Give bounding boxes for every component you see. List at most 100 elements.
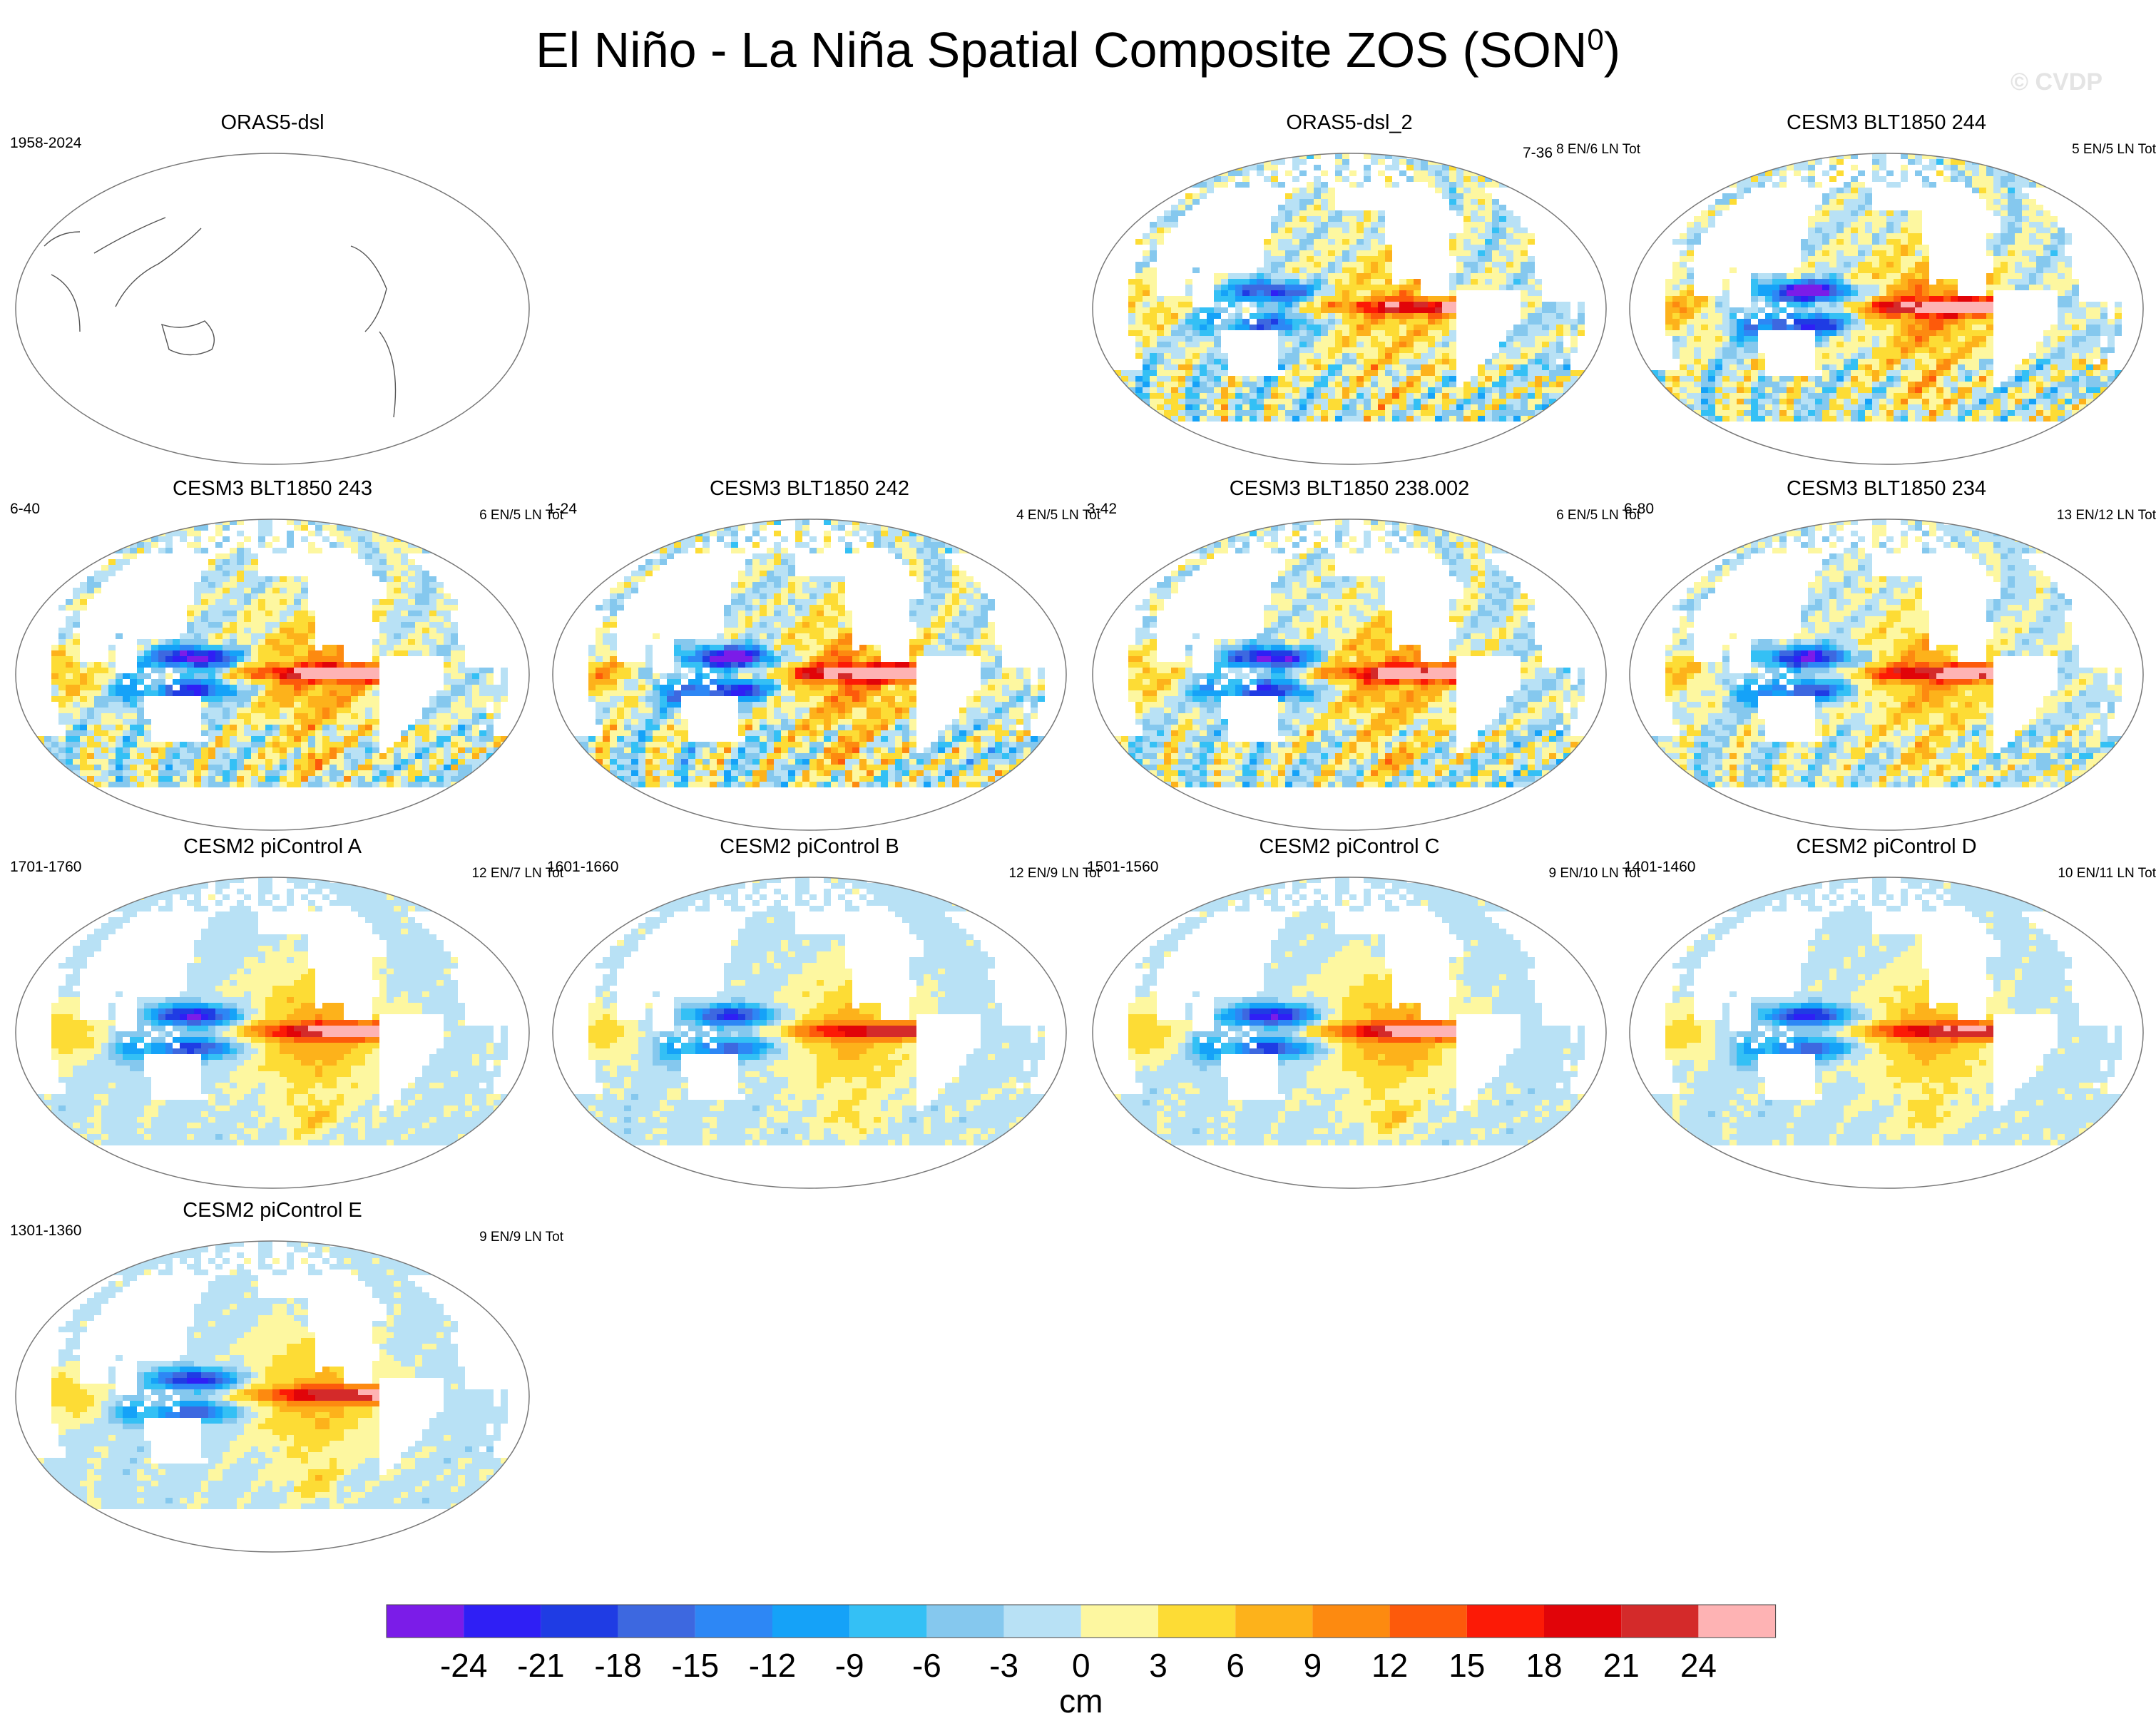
panel-title: ORAS5-dsl_2 bbox=[1085, 111, 1613, 135]
colorbar-swatch bbox=[1158, 1605, 1236, 1638]
coastlines bbox=[44, 217, 397, 418]
map-panel-cesm2-d: CESM2 piControl D 1401-1460 10 EN/11 LN To… bbox=[1623, 834, 2156, 1191]
colorbar-swatch bbox=[1466, 1605, 1544, 1638]
colorbar-swatch bbox=[849, 1605, 927, 1638]
map-field bbox=[553, 519, 1066, 830]
panel-title: CESM3 BLT1850 234 bbox=[1623, 476, 2150, 501]
colorbar-swatch bbox=[387, 1605, 464, 1638]
colorbar-tick-label: -6 bbox=[912, 1647, 941, 1684]
colorbar-tick-label: 15 bbox=[1449, 1647, 1485, 1684]
map-canvas bbox=[1092, 519, 1607, 831]
watermark-text: © CVDP bbox=[2011, 68, 2103, 96]
map-canvas bbox=[1629, 519, 2144, 831]
colorbar-tick-label: -21 bbox=[517, 1647, 564, 1684]
colorbar-tick-label: -15 bbox=[672, 1647, 719, 1684]
panel-years-label: 1958-2024 bbox=[10, 135, 81, 152]
map-border bbox=[1092, 153, 1607, 465]
panel-years-label: 3-42 bbox=[1087, 501, 1117, 518]
map-canvas bbox=[15, 519, 530, 831]
colorbar-unit-label: cm bbox=[1059, 1682, 1103, 1720]
map-canvas bbox=[552, 877, 1067, 1189]
colorbar-swatch bbox=[1080, 1605, 1158, 1638]
map-field bbox=[1093, 519, 1606, 830]
colorbar-swatch bbox=[695, 1605, 772, 1638]
map-border bbox=[1629, 153, 2144, 465]
panel-title: CESM2 piControl B bbox=[546, 834, 1073, 859]
map-panel-cesm3-238: CESM3 BLT1850 238.002 3-42 6 EN/5 LN Tot bbox=[1085, 476, 1640, 833]
panel-counts-label: 13 EN/12 LN Tot bbox=[2057, 508, 2156, 524]
map-field bbox=[16, 153, 529, 464]
panel-counts-label: 9 EN/9 LN Tot bbox=[479, 1230, 563, 1245]
map-canvas bbox=[1629, 153, 2144, 465]
panel-years-label: 6-40 bbox=[10, 501, 40, 518]
panel-title: CESM2 piControl E bbox=[9, 1198, 536, 1222]
map-panel-cesm2-b: CESM2 piControl B 1601-1660 12 EN/9 LN Tot bbox=[546, 834, 1100, 1191]
colorbar-swatch bbox=[1389, 1605, 1467, 1638]
map-border bbox=[552, 877, 1067, 1189]
map-border bbox=[1629, 877, 2144, 1189]
colorbar-swatch bbox=[1544, 1605, 1622, 1638]
panel-title: CESM2 piControl A bbox=[9, 834, 536, 859]
map-border bbox=[552, 519, 1067, 831]
colorbar-tick-label: -12 bbox=[749, 1647, 796, 1684]
map-border bbox=[15, 877, 530, 1189]
map-field bbox=[1093, 153, 1606, 464]
panel-counts-label: 6 EN/5 LN Tot bbox=[1556, 508, 1640, 524]
map-border bbox=[15, 519, 530, 831]
map-panel-oras5-dsl-2: ORAS5-dsl_2 8 EN/6 LN Tot bbox=[1085, 111, 1640, 467]
panel-counts-label: 12 EN/7 LN Tot bbox=[471, 866, 563, 882]
colorbar-tick-label: 9 bbox=[1304, 1647, 1322, 1684]
panel-years-label: 7-36 bbox=[1523, 145, 1553, 162]
colorbar-tick-label: -18 bbox=[594, 1647, 641, 1684]
panel-years-label: 6-80 bbox=[1624, 501, 1654, 518]
map-panel-cesm3-242: CESM3 BLT1850 242 1-24 4 EN/5 LN Tot bbox=[546, 476, 1100, 833]
map-border bbox=[1629, 519, 2144, 831]
map-field bbox=[553, 877, 1066, 1188]
map-canvas bbox=[15, 877, 530, 1189]
map-canvas bbox=[1092, 153, 1607, 465]
panel-counts-label: 10 EN/11 LN Tot bbox=[2058, 866, 2156, 882]
colorbar-outline bbox=[386, 1604, 1777, 1638]
colorbar-swatch bbox=[926, 1605, 1004, 1638]
map-field bbox=[1630, 877, 2143, 1188]
panel-years-label: 1-24 bbox=[547, 501, 577, 518]
panel-title: CESM3 BLT1850 244 bbox=[1623, 111, 2150, 135]
colorbar-tick-label: 24 bbox=[1680, 1647, 1717, 1684]
panel-counts-label: 6 EN/5 LN Tot bbox=[479, 508, 563, 524]
colorbar-swatch bbox=[772, 1605, 850, 1638]
colorbar-swatch bbox=[618, 1605, 695, 1638]
colorbar-tick-label: -24 bbox=[440, 1647, 487, 1684]
map-canvas bbox=[15, 153, 530, 465]
panel-counts-label: 8 EN/6 LN Tot bbox=[1556, 142, 1640, 158]
map-panel-cesm2-e: CESM2 piControl E 1301-1360 9 EN/9 LN Tot bbox=[9, 1198, 563, 1555]
panel-title: CESM3 BLT1850 243 bbox=[9, 476, 536, 501]
map-canvas bbox=[15, 1240, 530, 1553]
map-panel-cesm3-234: CESM3 BLT1850 234 6-80 13 EN/12 LN Tot bbox=[1623, 476, 2156, 833]
map-border bbox=[1092, 519, 1607, 831]
colorbar-tick-label: 21 bbox=[1603, 1647, 1640, 1684]
panel-counts-label: 5 EN/5 LN Tot bbox=[2072, 142, 2156, 158]
colorbar-tick-label: 18 bbox=[1526, 1647, 1562, 1684]
panel-counts-label: 12 EN/9 LN Tot bbox=[1008, 866, 1100, 882]
chart-title: El Niño - La Niña Spatial Composite ZOS … bbox=[0, 21, 2156, 78]
panel-title: CESM2 piControl D bbox=[1623, 834, 2150, 859]
map-border bbox=[15, 153, 530, 465]
map-canvas bbox=[1629, 877, 2144, 1189]
colorbar-swatch bbox=[1235, 1605, 1313, 1638]
map-panel-cesm2-c: CESM2 piControl C 1501-1560 9 EN/10 LN Tot bbox=[1085, 834, 1640, 1191]
colorbar-swatch bbox=[1312, 1605, 1390, 1638]
map-border bbox=[15, 1240, 530, 1553]
panel-years-label: 1701-1760 bbox=[10, 859, 81, 876]
map-panel-cesm2-a: CESM2 piControl A 1701-1760 12 EN/7 LN Tot bbox=[9, 834, 563, 1191]
panel-title: CESM3 BLT1850 238.002 bbox=[1085, 476, 1613, 501]
colorbar-tick-label: 6 bbox=[1226, 1647, 1245, 1684]
map-canvas bbox=[552, 519, 1067, 831]
panel-title: ORAS5-dsl bbox=[9, 111, 536, 135]
map-field bbox=[16, 519, 529, 830]
colorbar-tick-label: 0 bbox=[1072, 1647, 1090, 1684]
colorbar-swatch bbox=[541, 1605, 618, 1638]
colorbar-tick-label: -3 bbox=[989, 1647, 1018, 1684]
panel-title: CESM3 BLT1850 242 bbox=[546, 476, 1073, 501]
map-panel-cesm3-243: CESM3 BLT1850 243 6-40 6 EN/5 LN Tot bbox=[9, 476, 563, 833]
panel-years-label: 1501-1560 bbox=[1087, 859, 1158, 876]
